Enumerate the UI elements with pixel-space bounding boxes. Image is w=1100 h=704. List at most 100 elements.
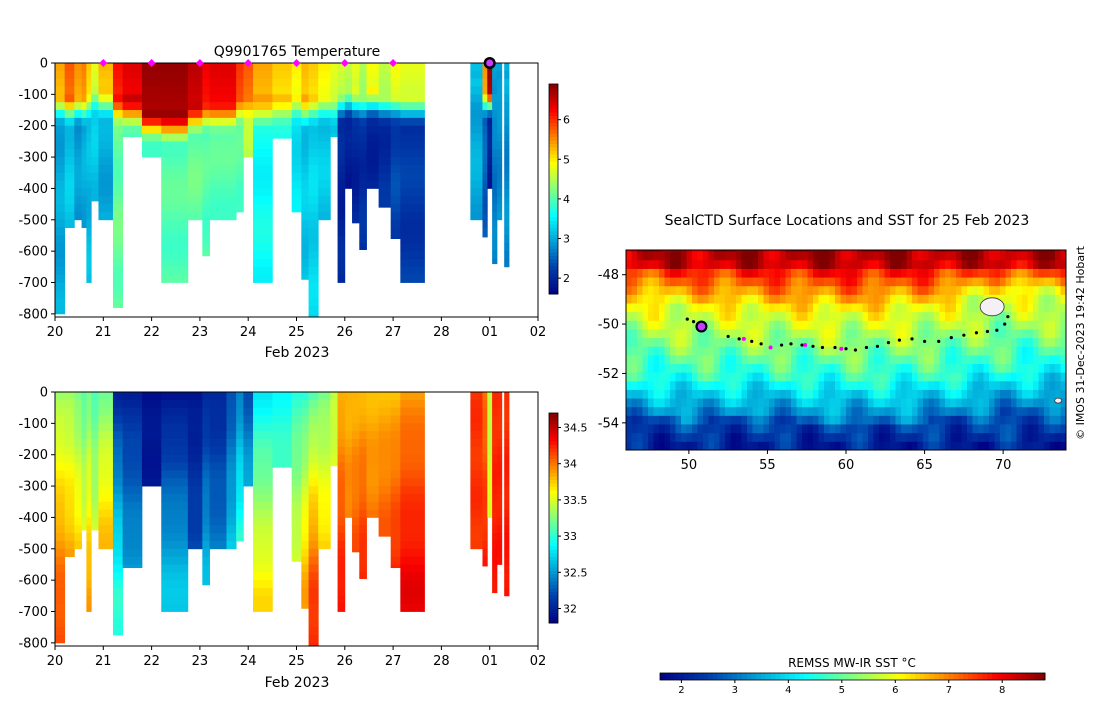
sst-cell [686,337,693,347]
sst-cell [681,259,687,269]
sst-cell [868,337,874,347]
sst-cell [813,372,819,382]
sst-cell [763,398,770,408]
profile-cell [496,486,503,495]
sst-cell [631,259,638,269]
profile-cell [161,235,189,244]
x-tick-label: 20 [47,325,64,340]
profile-cell [55,266,66,276]
sst-cell [730,432,737,442]
sst-cell [730,337,737,347]
sst-cell [785,398,792,408]
sst-cell [780,432,786,442]
sst-cell [675,398,682,408]
sst-cell [961,285,968,295]
sst-cell [648,250,654,252]
sst-cell [686,294,693,304]
profile-cell [390,501,401,510]
profile-cell [98,188,114,197]
sst-cell [774,363,781,373]
sst-cell [642,406,649,416]
sst-cell [752,432,759,442]
profile-cell [352,164,360,174]
sst-cell [857,277,863,287]
profile-cell [337,556,346,565]
profile-cell [352,94,360,103]
profile-cell [55,439,66,448]
sst-cell [796,363,803,373]
profile-cell [301,172,309,181]
sst-cell [972,354,979,364]
map-x-tick-label: 60 [838,458,855,473]
salinity-cells [55,392,510,647]
profile-cell [236,446,244,456]
sst-cell [945,277,951,287]
sst-colorbar-segment [1020,673,1027,680]
sst-cell [961,337,968,347]
profile-column [352,63,360,224]
profile-cell [470,423,483,432]
profile-cell [291,164,302,174]
sst-cell [1038,354,1045,364]
profile-cell [81,157,87,166]
sst-cell [1049,415,1056,425]
profile-cell [492,509,498,518]
sst-colorbar-frame [659,672,1046,681]
sst-cell [923,250,929,252]
profile-cell [344,399,353,409]
sst-cell [917,303,924,313]
sst-cell [659,294,665,304]
track-point [750,339,754,343]
profile-cell [81,407,87,416]
profile-cell [55,486,66,495]
sst-cell [708,337,715,347]
sst-cell [648,372,654,382]
profile-cell [86,587,92,597]
sst-cell [1027,250,1034,252]
sst-cell [1016,303,1023,313]
sst-cell [631,346,638,356]
sst-cell [703,268,709,278]
profile-cell [74,462,82,471]
sst-cell [978,259,984,269]
sst-cell [879,268,885,278]
profile-cell [487,399,493,409]
profile-cell [504,501,510,510]
sst-cell [637,424,643,434]
profile-cell [64,431,75,440]
sst-cell [1066,329,1072,338]
profile-cell [352,196,360,205]
sst-cell [725,250,731,252]
temperature-profile-markers [99,57,496,69]
profile-cell [359,149,367,158]
sst-cell [807,415,814,425]
profile-cell [378,110,392,119]
sst-cell [659,398,665,408]
sst-cell [631,251,638,261]
profile-cell [112,564,124,573]
profile-cell [253,587,273,597]
profile-cell [202,117,210,127]
profile-cell [318,180,331,189]
sst-cell [994,285,1001,295]
profile-cell [202,188,210,197]
profile-cell [352,204,360,213]
profile-cell [337,110,346,119]
sst-cell [659,320,665,330]
profile-cell [253,462,273,471]
sst-cell [846,251,852,261]
profile-cell [272,399,293,409]
sst-cell [697,251,704,261]
profile-cell [470,415,483,424]
profile-cell [81,525,87,531]
sst-cell [714,380,720,390]
sst-cell [730,251,737,261]
sst-cell [917,329,924,339]
profile-cell [308,117,319,127]
sst-cell [752,441,759,450]
sst-cell [741,346,748,356]
sst-cell [967,398,973,408]
sst-cell [708,251,715,261]
sst-cell [653,277,660,287]
sst-cell [868,441,874,450]
